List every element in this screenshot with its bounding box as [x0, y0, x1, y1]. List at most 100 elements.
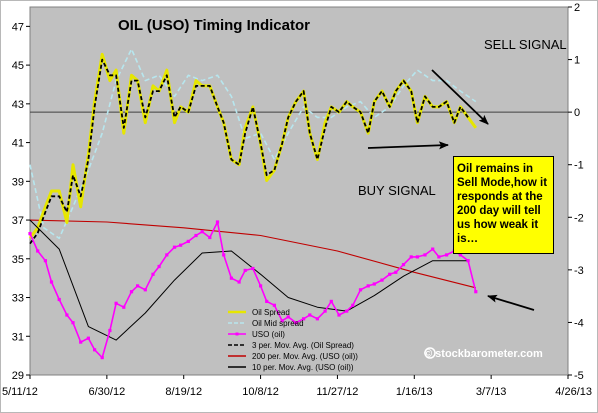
uso-data-point [323, 309, 327, 313]
uso-data-point [272, 303, 276, 307]
uso-data-point [136, 284, 140, 288]
uso-data-point [251, 266, 255, 271]
right-tick-label: -5 [574, 370, 584, 382]
uso-data-point [474, 290, 478, 294]
uso-data-point [315, 317, 319, 321]
x-tick-label: 5/11/12 [2, 386, 38, 398]
x-tick-label: 8/19/12 [165, 386, 202, 398]
uso-data-point [122, 305, 126, 309]
watermark-text: © stockbarometer.com [424, 348, 543, 360]
uso-data-point [179, 243, 183, 247]
legend-marker [235, 332, 239, 336]
uso-data-point [186, 239, 190, 243]
axes-layer: 29 31 33 35 37 39 41 43 45 47 -5 -4 -3 -2 -1 0 1 2 5/11/12… [2, 2, 592, 398]
uso-data-point [329, 299, 333, 303]
right-tick-label: 2 [574, 2, 580, 14]
uso-data-point [28, 232, 32, 236]
uso-data-point [409, 255, 413, 259]
uso-data-point [49, 280, 54, 284]
left-tick-label: 35 [12, 254, 24, 266]
uso-data-point [458, 253, 462, 257]
left-tick-label: 33 [12, 293, 24, 305]
legend-label: 10 per. Mov. Avg. (USO (oil)) [252, 363, 354, 372]
legend-label: 3 per. Mov. Avg. (Oil Spread) [252, 341, 354, 350]
uso-data-point [423, 253, 427, 257]
right-tick-label: -3 [574, 265, 584, 277]
uso-data-point [165, 253, 169, 257]
uso-data-point [380, 278, 384, 282]
uso-data-point [157, 264, 161, 269]
uso-data-point [151, 272, 155, 276]
uso-data-point [108, 328, 112, 333]
left-tick-label: 37 [12, 215, 24, 227]
right-tick-label: 0 [574, 107, 580, 119]
buy-signal-arrow [367, 141, 449, 150]
uso-data-point [294, 321, 298, 325]
uso-data-point [466, 259, 470, 263]
legend-label: Oil Mid spread [252, 319, 304, 328]
uso-data-point [259, 284, 263, 288]
uso-data-point [57, 297, 61, 302]
annotations-layer [367, 69, 535, 311]
series-line-10-per-mov-avg-uso-oil [29, 219, 469, 341]
uso-data-point [114, 301, 118, 305]
legend-label: Oil Spread [252, 308, 290, 317]
uso-data-point [401, 263, 406, 267]
uso-data-point [237, 280, 241, 284]
x-tick-label: 6/30/12 [89, 386, 126, 398]
x-tick-label: 1/16/13 [396, 386, 433, 398]
x-tick-label: 3/7/13 [476, 386, 507, 398]
series-line-200-per-mov-avg-uso-oil [29, 219, 476, 289]
chart-title: OIL (USO) Timing Indicator [118, 17, 310, 34]
note-box: Oil remains in Sell Mode,how it responds… [453, 156, 554, 254]
uso-data-point [337, 313, 341, 317]
moving-average-arrow [487, 294, 535, 311]
uso-data-point [358, 288, 363, 292]
left-tick-label: 29 [12, 370, 24, 382]
buy-signal-label: BUY SIGNAL [358, 183, 436, 198]
uso-data-point [86, 336, 90, 340]
series-layer [28, 48, 478, 360]
sell-signal-arrow [431, 69, 489, 125]
uso-data-point [372, 282, 376, 286]
left-tick-label: 31 [12, 331, 24, 343]
watermark: © stockbarometer.com [424, 347, 543, 360]
uso-data-point [366, 284, 370, 288]
uso-data-point [172, 245, 177, 249]
uso-data-point [129, 290, 134, 294]
uso-data-point [36, 249, 40, 253]
uso-data-point [265, 299, 269, 303]
uso-data-point [222, 253, 226, 257]
uso-data-point [100, 356, 104, 360]
uso-data-point [71, 321, 75, 325]
left-tick-label: 47 [12, 21, 24, 33]
x-tick-label: 11/27/12 [316, 386, 358, 398]
uso-data-point [445, 253, 449, 257]
left-tick-label: 41 [12, 138, 24, 150]
uso-data-point [431, 247, 435, 251]
uso-data-point [194, 233, 198, 238]
uso-data-point [302, 317, 306, 321]
legend: Oil Spread Oil Mid spread USO (oil) 3 per. … [228, 308, 358, 372]
note-text: Oil remains in Sell Mode,how it responds… [457, 163, 548, 245]
uso-data-point [229, 276, 233, 280]
uso-data-point [280, 319, 284, 323]
left-tick-label: 39 [12, 176, 24, 188]
uso-data-point [208, 235, 212, 240]
sell-signal-label: SELL SIGNAL [484, 37, 567, 52]
uso-data-point [143, 288, 147, 292]
uso-data-point [243, 268, 247, 272]
uso-data-point [65, 313, 69, 317]
left-tick-label: 45 [12, 60, 24, 72]
legend-label: USO (oil) [252, 330, 285, 339]
uso-data-point [437, 255, 441, 259]
uso-data-point [308, 313, 312, 317]
uso-data-point [394, 270, 398, 274]
uso-data-point [286, 315, 290, 319]
uso-data-point [345, 309, 349, 313]
uso-data-point [79, 340, 83, 344]
right-tick-label: -2 [574, 212, 584, 224]
uso-data-point [93, 348, 97, 352]
right-tick-label: 1 [574, 55, 580, 67]
right-tick-label: -1 [574, 160, 584, 172]
